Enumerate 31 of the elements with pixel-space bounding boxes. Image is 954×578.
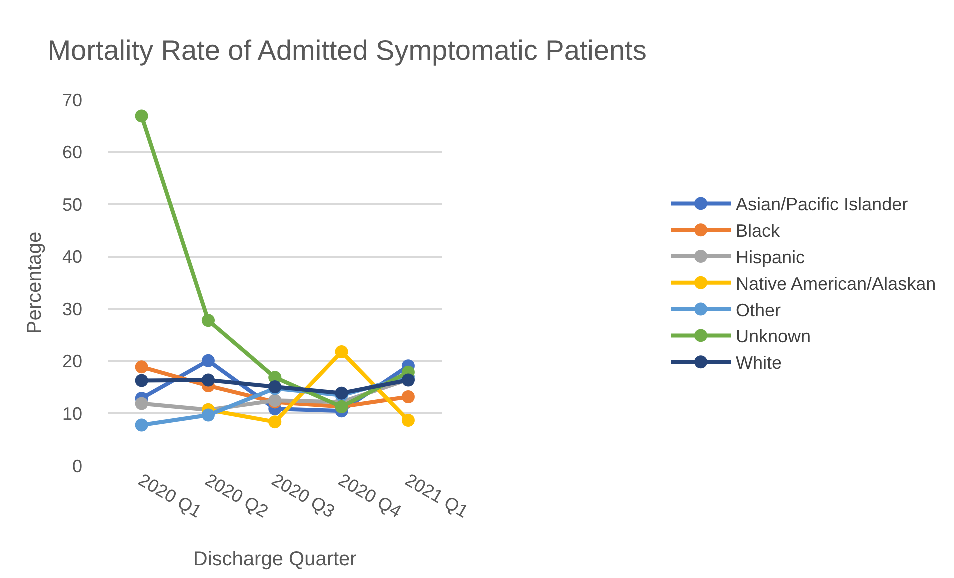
legend-label: Unknown [736,326,812,347]
legend-label: Asian/Pacific Islander [736,194,908,215]
legend-label: White [736,353,782,374]
legend-label: Black [736,221,782,242]
point [268,416,282,429]
point [335,346,348,359]
point [202,374,215,387]
point [202,354,215,368]
point [202,408,215,422]
point [135,110,148,123]
y-tick-label: 30 [62,299,82,320]
y-tick-label: 70 [62,90,82,110]
point [402,390,415,404]
y-tick-label: 60 [62,142,82,163]
point [135,418,148,432]
point [402,414,415,428]
point [135,374,148,388]
point [202,314,215,328]
x-axis-title: Discharge Quarter [193,548,358,570]
chart-title: Mortality Rate of Admitted Symptomatic Patients [48,35,647,66]
y-tick-label: 20 [62,352,82,372]
point [135,397,148,410]
point [135,360,148,374]
legend-label: Other [736,300,782,320]
y-tick-label: 50 [62,194,82,215]
y-axis-title: Percentage [24,232,46,334]
legend-label: Hispanic [736,248,806,268]
legend-label: Native American/Alaskan [736,274,936,294]
y-tick-label: 10 [62,404,82,424]
y-tick-label: 0 [72,456,82,476]
y-tick-label: 40 [62,247,82,268]
